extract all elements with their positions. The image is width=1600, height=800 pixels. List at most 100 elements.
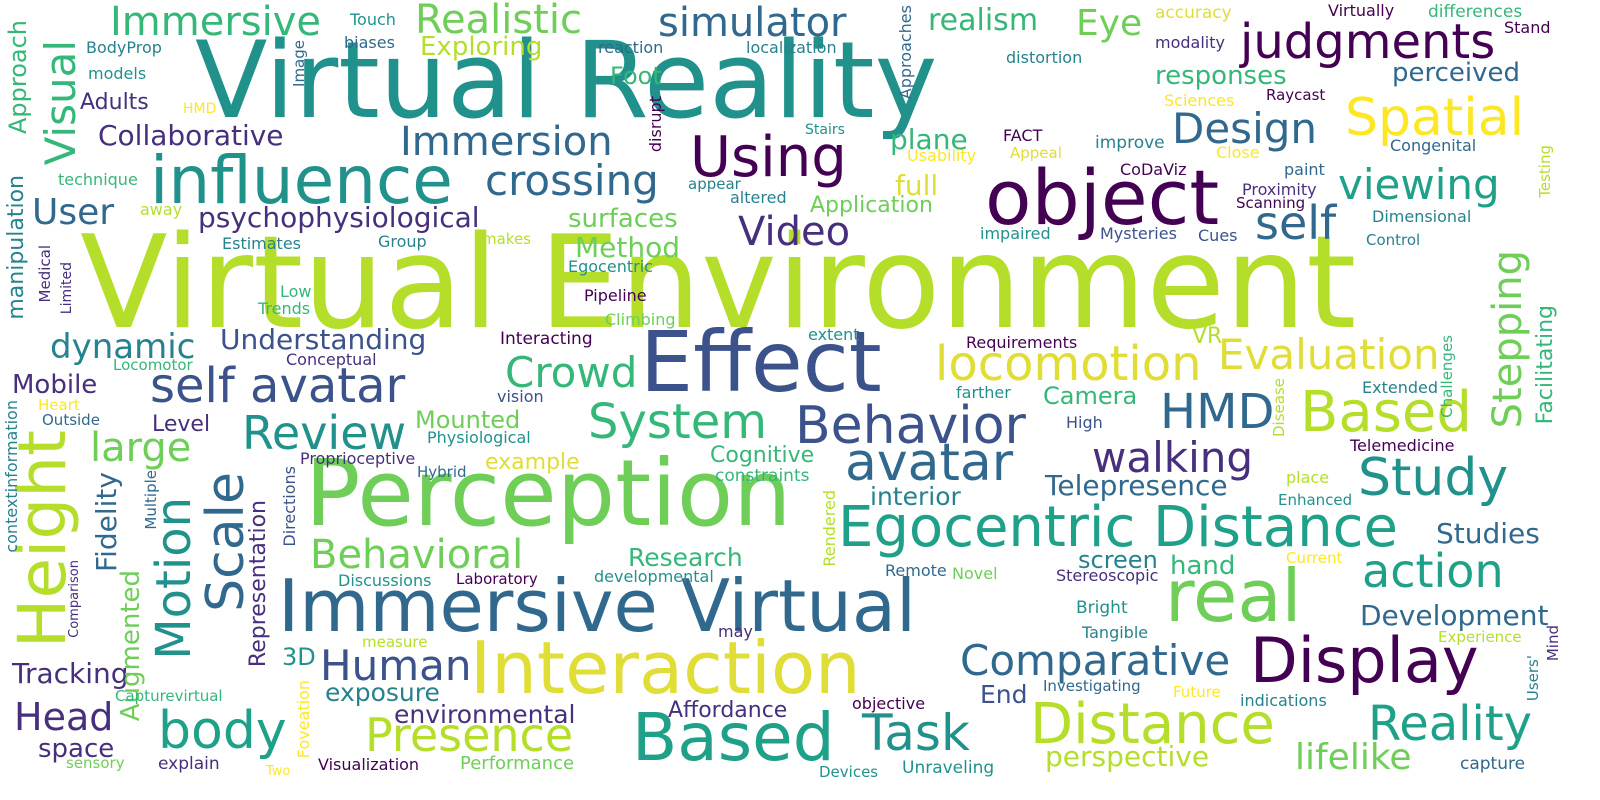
word-away: away — [140, 200, 183, 219]
word-bright: Bright — [1076, 598, 1128, 618]
word-tangible: Tangible — [1082, 623, 1149, 642]
word-touch: Touch — [350, 10, 396, 29]
word-level: Level — [152, 412, 211, 437]
word-affordance: Affordance — [668, 698, 788, 723]
word-immersive-virtual: Immersive Virtual — [278, 564, 916, 648]
word-stepping: Stepping — [1485, 250, 1531, 429]
word-future: Future — [1173, 683, 1221, 701]
word-conceptual: Conceptual — [286, 350, 377, 369]
word-egocentric-distance: Egocentric Distance — [838, 495, 1398, 560]
word-heart: Heart — [38, 396, 80, 414]
word-cues: Cues — [1198, 226, 1238, 245]
word-medical: Medical — [36, 245, 54, 303]
word-space: space — [38, 734, 115, 764]
word-physiological: Physiological — [427, 428, 531, 447]
word-using: Using — [690, 125, 847, 190]
word-explain: explain — [158, 754, 220, 774]
word-surfaces: surfaces — [568, 204, 678, 234]
word-representation: Representation — [246, 500, 271, 668]
word-environmental: environmental — [394, 700, 576, 729]
word-novel: Novel — [952, 564, 998, 583]
word-biases: biases — [344, 33, 395, 52]
word-hand: hand — [1170, 551, 1236, 581]
word-contextinformation: contextinformation — [2, 400, 21, 553]
word-stereoscopic: Stereoscopic — [1056, 566, 1159, 585]
word-user: User — [32, 192, 115, 233]
word-discussions: Discussions — [338, 571, 432, 590]
word-hybrid: Hybrid — [417, 463, 467, 481]
word-judgments: judgments — [1240, 14, 1496, 70]
word-mind: Mind — [1544, 625, 1562, 662]
word-virtual-reality: Virtual Reality — [195, 19, 938, 142]
word-outside: Outside — [42, 411, 100, 429]
word-codaviz: CoDaViz — [1120, 160, 1187, 179]
word-congenital: Congenital — [1390, 136, 1477, 155]
word-crowd: Crowd — [505, 348, 638, 397]
word-unraveling: Unraveling — [902, 758, 995, 778]
word-indications: indications — [1240, 691, 1327, 710]
word-makes: makes — [482, 230, 531, 248]
word-estimates: Estimates — [222, 234, 302, 253]
word-visual: Visual — [36, 40, 85, 166]
word-full: full — [895, 169, 939, 202]
word-appear: appear — [688, 175, 741, 193]
word-development: Development — [1360, 599, 1549, 632]
word-immersive: Immersive — [110, 0, 322, 45]
word-disrupt: disrupt — [646, 96, 665, 153]
word-method: Method — [575, 231, 681, 264]
word-visualization: Visualization — [318, 755, 420, 774]
word-behavioral: Behavioral — [310, 532, 524, 578]
word-foot: Foot — [610, 62, 662, 90]
word-current: Current — [1286, 549, 1343, 567]
word-psychophysiological: psychophysiological — [198, 201, 480, 234]
word-modality: modality — [1155, 33, 1225, 52]
word-research: Research — [628, 543, 743, 572]
word-distortion: distortion — [1006, 48, 1083, 67]
word-requirements: Requirements — [966, 333, 1078, 352]
word-study: Study — [1358, 448, 1509, 508]
word-testing: Testing — [1536, 145, 1554, 198]
word-farther: farther — [956, 383, 1011, 402]
word-plane: plane — [890, 123, 968, 156]
word-limited: Limited — [59, 262, 75, 315]
word-virtually: Virtually — [1328, 1, 1395, 20]
word-responses: responses — [1155, 61, 1287, 91]
word-behavior: Behavior — [795, 396, 1026, 456]
word-climbing: Climbing — [605, 310, 676, 329]
word-task: Task — [862, 704, 970, 762]
word-avatar: avatar — [845, 433, 1014, 493]
word-design: Design — [1172, 104, 1318, 153]
word-understanding: Understanding — [220, 323, 427, 356]
word-two: Two — [266, 764, 291, 779]
word-example: example — [485, 450, 580, 475]
word-studies: Studies — [1436, 517, 1540, 550]
word-close: Close — [1216, 143, 1260, 162]
word-perceived: perceived — [1392, 58, 1521, 88]
word-may: may — [718, 622, 753, 641]
word-interior: interior — [870, 482, 961, 511]
word-low: Low — [280, 282, 312, 301]
word-telemedicine: Telemedicine — [1350, 436, 1455, 455]
word-paint: paint — [1284, 160, 1325, 179]
word-image: Image — [290, 40, 308, 87]
word-influence: influence — [150, 142, 453, 219]
word-technique: technique — [58, 170, 138, 189]
word-fact: FACT — [1003, 126, 1043, 145]
word-enhanced: Enhanced — [1278, 491, 1353, 509]
word-proximity: Proximity — [1242, 180, 1317, 199]
word-self-avatar: self avatar — [150, 358, 406, 414]
word-altered: altered — [730, 188, 787, 207]
word-stairs: Stairs — [805, 122, 845, 138]
word-immersion: Immersion — [400, 119, 613, 165]
word-devices: Devices — [819, 763, 879, 781]
word-developmental: developmental — [594, 567, 714, 586]
word-approaches: Approaches — [896, 5, 915, 100]
word-foveation: Foveation — [294, 680, 313, 759]
word-localization: localization — [746, 38, 837, 57]
word-hmd: HMD — [1160, 384, 1275, 440]
word-vision: vision — [497, 387, 544, 406]
word-system: System — [588, 394, 767, 450]
word-approach: Approach — [4, 20, 32, 135]
word-directions: Directions — [280, 466, 299, 547]
word-eye: Eye — [1076, 3, 1143, 44]
